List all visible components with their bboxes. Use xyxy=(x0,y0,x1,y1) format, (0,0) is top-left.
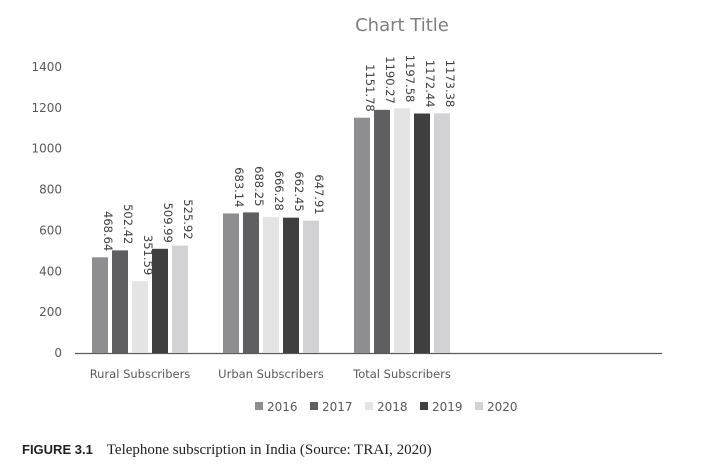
legend-swatch-2017 xyxy=(310,402,318,410)
chart-title: Chart Title xyxy=(355,15,449,36)
data-label: 1197.58 xyxy=(403,55,417,103)
data-label: 1151.78 xyxy=(363,64,377,112)
bar-2019 xyxy=(152,248,168,353)
y-tick-label: 600 xyxy=(39,223,62,237)
data-label: 1172.44 xyxy=(423,60,437,108)
category-label: Total Subscribers xyxy=(352,367,451,381)
y-tick-label: 200 xyxy=(39,305,62,319)
bar-2016 xyxy=(92,257,108,353)
bar-2017 xyxy=(374,109,390,353)
legend-swatch-2018 xyxy=(365,402,373,410)
bar-2017 xyxy=(243,212,259,353)
data-label: 647.91 xyxy=(312,174,326,214)
legend-swatch-2016 xyxy=(255,402,263,410)
bar-2020 xyxy=(172,245,188,353)
bar-2018 xyxy=(132,281,148,353)
category-label: Urban Subscribers xyxy=(218,367,324,381)
figure-label: FIGURE 3.1 xyxy=(22,442,93,457)
legend-label: 2020 xyxy=(487,400,518,414)
data-label: 1173.38 xyxy=(443,60,457,108)
data-label: 662.45 xyxy=(292,171,306,211)
data-label: 351.59 xyxy=(141,235,155,275)
data-label: 666.28 xyxy=(272,171,286,211)
figure-caption: FIGURE 3.1 Telephone subscription in Indi… xyxy=(22,442,432,459)
bar-2016 xyxy=(223,213,239,353)
data-label: 509.99 xyxy=(161,203,175,243)
y-tick-label: 400 xyxy=(39,264,62,278)
legend-swatch-2020 xyxy=(475,402,483,410)
data-label: 468.64 xyxy=(101,211,115,251)
legend-swatch-2019 xyxy=(420,402,428,410)
y-tick-label: 1200 xyxy=(31,101,62,115)
legend-label: 2016 xyxy=(267,400,298,414)
bar-2019 xyxy=(283,217,299,353)
data-label: 683.14 xyxy=(232,167,246,207)
bar-2020 xyxy=(303,220,319,353)
bar-2018 xyxy=(394,108,410,353)
legend-label: 2017 xyxy=(322,400,353,414)
legend-label: 2019 xyxy=(432,400,463,414)
bar-2019 xyxy=(414,113,430,353)
bar-2020 xyxy=(434,113,450,353)
y-tick-label: 800 xyxy=(39,183,62,197)
caption-text: Telephone subscription in India (Source:… xyxy=(106,442,432,458)
y-tick-label: 1400 xyxy=(31,60,62,74)
data-label: 525.92 xyxy=(181,199,195,239)
y-tick-label: 0 xyxy=(54,346,62,360)
bar-2016 xyxy=(354,117,370,354)
category-label: Rural Subscribers xyxy=(90,367,191,381)
bar-2018 xyxy=(263,216,279,353)
bar-2017 xyxy=(112,250,128,353)
data-label: 502.42 xyxy=(121,204,135,244)
legend-label: 2018 xyxy=(377,400,408,414)
data-label: 1190.27 xyxy=(383,56,397,104)
data-label: 688.25 xyxy=(252,166,266,206)
y-tick-label: 1000 xyxy=(31,142,62,156)
